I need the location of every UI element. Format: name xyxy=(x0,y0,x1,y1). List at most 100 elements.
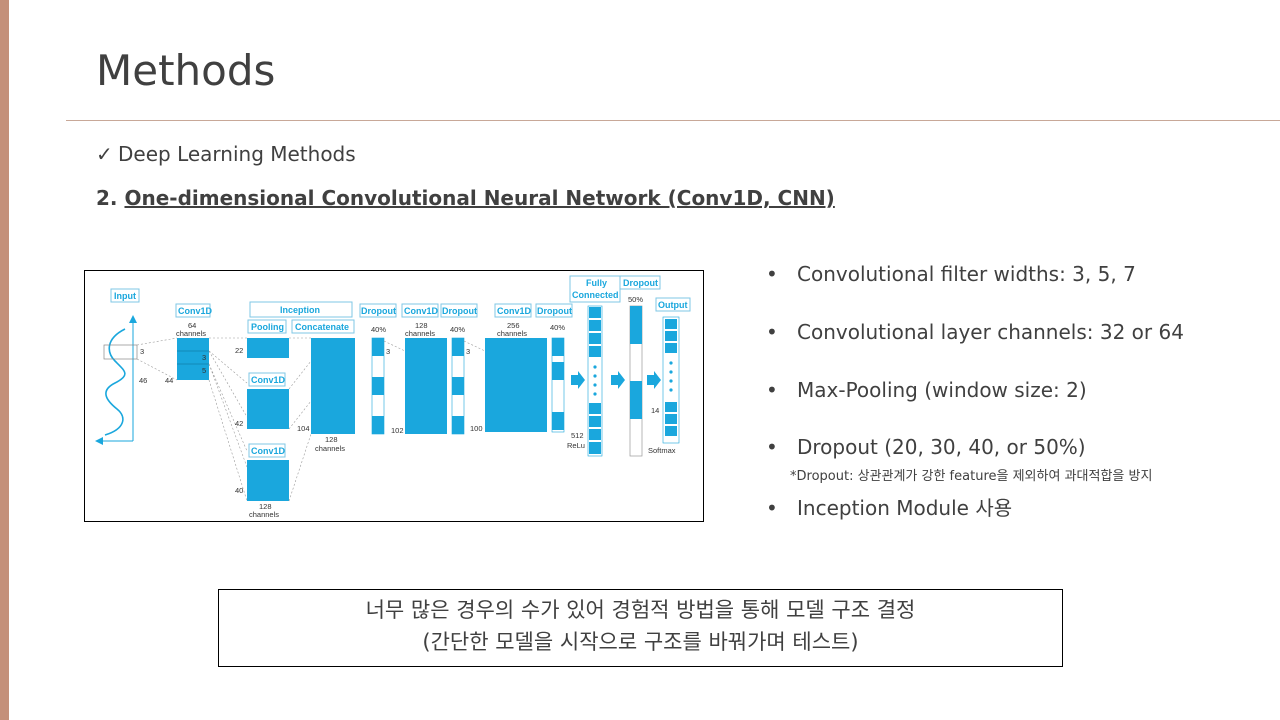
output-outline xyxy=(662,316,680,444)
output-header-label: Output xyxy=(658,300,688,310)
dropout-2-segment xyxy=(452,416,464,434)
dropout-2-kernel: 3 xyxy=(466,347,470,356)
conv1d-5-length-label: 100 xyxy=(470,424,483,433)
fc-neuron xyxy=(589,416,601,427)
conv1d-2-header-label: Conv1D xyxy=(251,375,286,385)
conv1d-3-header-label: Conv1D xyxy=(251,446,286,456)
flow-arrow-icon xyxy=(571,371,585,389)
output-ellipsis-dot xyxy=(669,361,673,365)
branch-to-concat-connector xyxy=(288,337,312,502)
conv1d-5-header xyxy=(494,303,532,318)
conv1d-1-kernel-b: 3 xyxy=(202,353,206,362)
conv-to-inception-connector xyxy=(208,337,248,502)
cnn-diagram-svg: .blk { fill:#1aa7dd; } .hdr { fill:#ffff… xyxy=(95,275,691,519)
bullet-dot-icon: • xyxy=(766,496,778,520)
dropout-1-header-label: Dropout xyxy=(361,306,396,316)
dropout-2-header-label: Dropout xyxy=(442,306,477,316)
bullet-text: Dropout (20, 30, 40, or 50%) xyxy=(797,435,1086,459)
section-label-text: Deep Learning Methods xyxy=(118,142,356,166)
bullet-dot-icon: • xyxy=(766,378,778,402)
input-axis-arrow-up xyxy=(129,315,137,323)
conv1d-2-block xyxy=(247,389,289,429)
inception-header-label: Inception xyxy=(280,305,320,315)
dropout-3-segment xyxy=(552,338,564,356)
fc-neuron xyxy=(589,320,601,331)
bullet-text: Inception Module 사용 xyxy=(797,496,1013,520)
conv1d-4-header-label: Conv1D xyxy=(404,306,439,316)
dropout-4-header-label: Dropout xyxy=(623,278,658,288)
bullet-text: Max-Pooling (window size: 2) xyxy=(797,378,1087,402)
fc-neuron xyxy=(589,333,601,344)
fully-connected-header-line2: Connected xyxy=(572,290,619,300)
dropout-2-rate: 40% xyxy=(450,325,465,334)
conv1d-5-channels-word: channels xyxy=(497,329,527,338)
subsection-title: One-dimensional Convolutional Neural Net… xyxy=(124,186,835,210)
fc-units-label: 512 xyxy=(571,431,584,440)
bullet-text: Convolutional filter widths: 3, 5, 7 xyxy=(797,262,1136,286)
conv1d-4-channels-number: 128 xyxy=(415,321,428,330)
bullet-item: • Dropout (20, 30, 40, or 50%) xyxy=(766,435,1086,459)
concatenate-length-label: 104 xyxy=(297,424,310,433)
conv1d-1-kernel-c: 5 xyxy=(202,366,206,375)
bullet-item: • Max-Pooling (window size: 2) xyxy=(766,378,1087,402)
fc-neuron xyxy=(589,442,601,454)
conv1d-5-block xyxy=(485,338,547,432)
dropout-2-segment xyxy=(452,338,464,356)
conv1d-3-header xyxy=(248,443,286,458)
title-divider xyxy=(66,120,1280,121)
fully-connected-header-line1: Fully xyxy=(586,278,607,288)
dropout-3-segment xyxy=(552,412,564,430)
fc-ellipsis-dot xyxy=(593,365,597,369)
dropout-2-outline xyxy=(451,337,465,435)
dropout-footnote: *Dropout: 상관관계가 강한 feature을 제외하여 과대적합을 방… xyxy=(790,469,1153,484)
dropout-3-rate: 40% xyxy=(550,323,565,332)
input-window-box xyxy=(103,344,138,360)
fc-ellipsis-dot xyxy=(593,392,597,396)
dropout-4-rate: 50% xyxy=(628,295,643,304)
conv1d-1-channels-number: 64 xyxy=(188,321,196,330)
dropout-3-header xyxy=(535,303,573,318)
pooling-length-label: 22 xyxy=(235,346,243,355)
bullet-item: • Convolutional layer channels: 32 or 64 xyxy=(766,320,1184,344)
cnn-architecture-diagram: .blk { fill:#1aa7dd; } .hdr { fill:#ffff… xyxy=(84,270,704,522)
fc-neuron xyxy=(589,307,601,318)
fc-neuron xyxy=(589,346,601,357)
concatenate-header xyxy=(291,319,355,334)
dropout-1-header xyxy=(359,303,397,318)
output-neuron xyxy=(665,319,677,329)
conv1d-2-length-label: 42 xyxy=(235,419,243,428)
subsection-number: 2. xyxy=(96,186,118,210)
concatenate-channels-number: 128 xyxy=(325,435,338,444)
conv1d-3-length-label: 40 xyxy=(235,486,243,495)
conv1d-1-channels-word: channels xyxy=(176,329,206,338)
fully-connected-header xyxy=(569,275,621,303)
output-ellipsis-dot xyxy=(669,379,673,383)
input-to-conv-connector xyxy=(136,337,178,381)
output-neuron xyxy=(665,414,677,424)
bullet-text: Convolutional layer channels: 32 or 64 xyxy=(797,320,1184,344)
conv1d-4-block xyxy=(405,338,447,434)
conv1d-4-length-label: 102 xyxy=(391,426,404,435)
bullet-dot-icon: • xyxy=(766,435,778,459)
fully-connected-outline xyxy=(587,305,603,457)
output-ellipsis-dot xyxy=(669,370,673,374)
dropout-3-header-label: Dropout xyxy=(537,306,572,316)
dropout-1-segment xyxy=(372,338,384,356)
accent-bar xyxy=(0,0,9,720)
input-length-label: 46 xyxy=(139,376,147,385)
fc-ellipsis-dot xyxy=(593,374,597,378)
conv1d-5-header-label: Conv1D xyxy=(497,306,532,316)
conv1d-5-channels-number: 256 xyxy=(507,321,520,330)
conclusion-callout: 너무 많은 경우의 수가 있어 경험적 방법을 통해 모델 구조 결정 (간단한… xyxy=(218,589,1063,667)
conv1d-2-header xyxy=(248,372,286,387)
flow-arrow-icon xyxy=(611,371,625,389)
bullet-item: • Inception Module 사용 xyxy=(766,492,1012,521)
conv1d-4-header xyxy=(401,303,439,318)
fc-neuron xyxy=(589,429,601,440)
pooling-block xyxy=(247,338,289,358)
concatenate-header-label: Concatenate xyxy=(295,322,349,332)
conv1d-1-length-label: 44 xyxy=(165,376,173,385)
concatenate-channels-word: channels xyxy=(315,444,345,453)
dropout-1-segment xyxy=(372,416,384,434)
fc-activation-label: ReLu xyxy=(567,441,585,450)
